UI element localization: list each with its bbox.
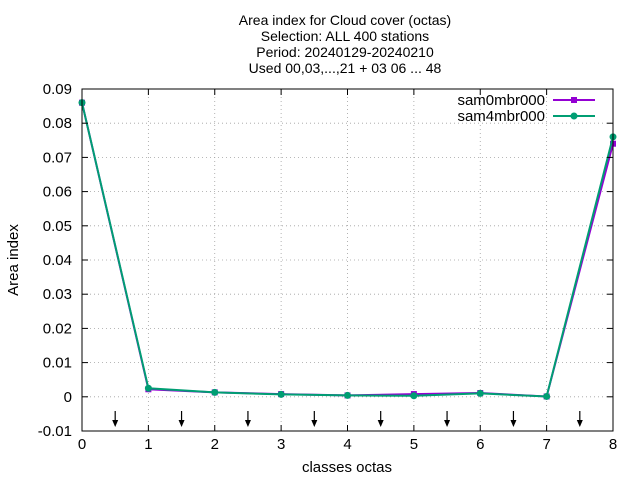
y-tick-label: 0.03 [43,286,72,303]
y-tick-label: 0.07 [43,149,72,166]
arrow-head [112,420,119,427]
data-point-sam4mbr000 [410,392,418,400]
x-tick-label: 5 [410,436,418,453]
arrow-head [377,420,384,427]
x-tick-label: 8 [609,436,617,453]
arrow-head [444,420,451,427]
arrow-head [576,420,583,427]
grid [82,89,613,431]
arrow-head [510,420,517,427]
x-axis-ticks: 0 1 2 3 4 5 6 7 8 [78,89,617,453]
y-tick-label: 0.01 [43,355,72,372]
arrow-head [178,420,185,427]
data-point-sam4mbr000 [144,384,152,392]
legend-label-sam0mbr000: sam0mbr000 [457,92,545,109]
legend-swatch-marker [570,112,578,120]
title-line-1: Area index for Cloud cover (octas) [239,12,451,28]
legend-label-sam4mbr000: sam4mbr000 [457,108,545,125]
y-tick-label: 0.02 [43,320,72,337]
y-axis-label: Area index [5,224,22,296]
chart-title: Area index for Cloud cover (octas) Selec… [239,12,451,76]
y-tick-label: 0.09 [43,81,72,98]
x-tick-label: 4 [343,436,351,453]
data-point-sam4mbr000 [476,389,484,397]
y-tick-label: 0 [64,389,72,406]
y-tick-label: 0.04 [43,252,72,269]
series-lines [78,99,617,400]
title-line-2: Selection: ALL 400 stations [261,28,429,44]
y-tick-label: -0.01 [38,423,72,440]
x-tick-label: 1 [144,436,152,453]
data-point-sam4mbr000 [344,391,351,399]
data-point-sam4mbr000 [543,392,551,400]
y-axis-ticks: -0.01 0 0.01 0.02 0.03 0.04 0.05 0.06 0.07 0.08 0.… [38,81,613,440]
plot-frame [81,88,614,432]
legend-swatch-marker [571,97,577,103]
y-tick-label: 0.08 [43,115,72,132]
x-tick-label: 3 [277,436,285,453]
x-tick-label: 7 [542,436,550,453]
y-tick-label: 0.05 [43,218,72,235]
y-tick-label: 0.06 [43,184,72,201]
x-axis-label: classes octas [302,459,392,476]
x-tick-label: 6 [476,436,484,453]
arrow-head [311,420,318,427]
title-line-4: Used 00,03,...,21 + 03 06 ... 48 [249,60,442,76]
data-point-sam4mbr000 [211,388,219,396]
title-line-3: Period: 20240129-20240210 [256,44,434,60]
data-point-sam4mbr000 [277,390,285,398]
arrow-markers [112,411,583,427]
x-tick-label: 2 [211,436,219,453]
arrow-head [244,420,251,427]
x-tick-label: 0 [78,436,86,453]
